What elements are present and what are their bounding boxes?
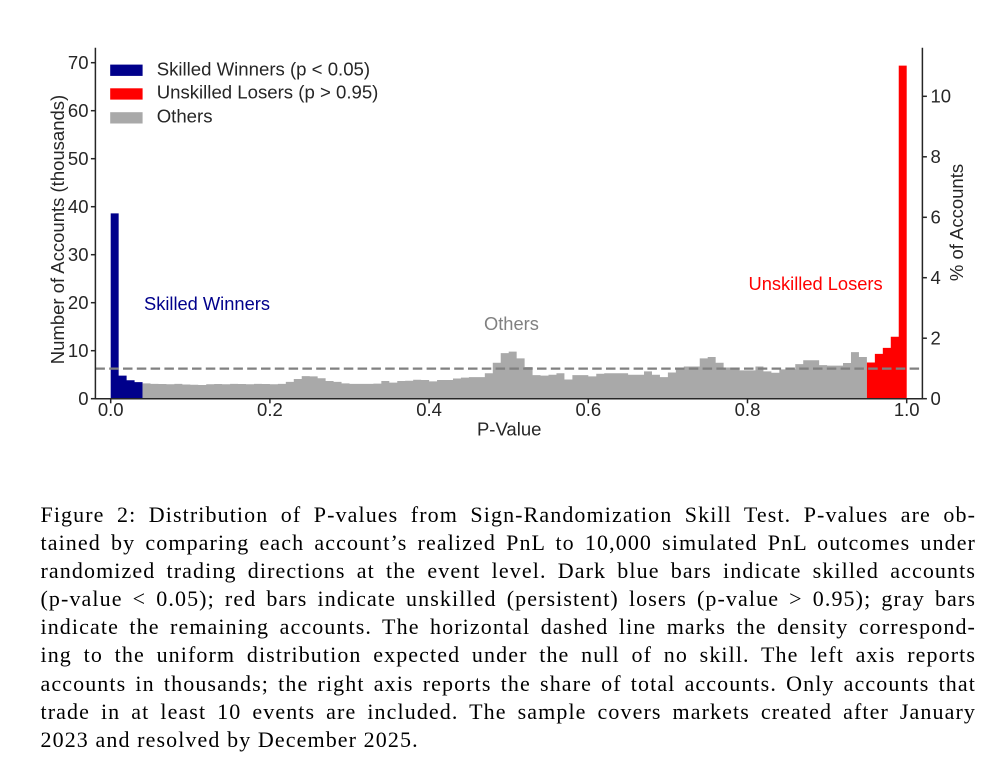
svg-text:0.2: 0.2	[257, 399, 283, 420]
svg-text:10: 10	[68, 340, 89, 361]
svg-text:2: 2	[931, 327, 941, 348]
svg-text:60: 60	[68, 100, 89, 121]
svg-text:0: 0	[931, 388, 941, 409]
svg-text:Others: Others	[157, 106, 213, 127]
svg-text:40: 40	[68, 196, 89, 217]
svg-text:0: 0	[78, 388, 88, 409]
svg-text:% of Accounts: % of Accounts	[946, 164, 967, 281]
svg-text:0.4: 0.4	[416, 399, 442, 420]
svg-text:P-Value: P-Value	[477, 418, 541, 439]
svg-text:0.8: 0.8	[735, 399, 761, 420]
svg-text:10: 10	[931, 86, 952, 107]
svg-text:0.0: 0.0	[98, 399, 124, 420]
svg-text:8: 8	[931, 146, 941, 167]
svg-text:Skilled Winners (p < 0.05): Skilled Winners (p < 0.05)	[157, 58, 370, 79]
svg-text:Others: Others	[484, 313, 539, 334]
svg-text:6: 6	[931, 207, 941, 228]
svg-text:70: 70	[68, 52, 89, 73]
svg-text:1.0: 1.0	[894, 399, 920, 420]
svg-text:30: 30	[68, 244, 89, 265]
svg-text:20: 20	[68, 292, 89, 313]
svg-text:Number of Accounts (thousands): Number of Accounts (thousands)	[47, 95, 68, 364]
svg-text:50: 50	[68, 148, 89, 169]
svg-text:Unskilled Losers (p > 0.95): Unskilled Losers (p > 0.95)	[157, 82, 379, 103]
svg-text:0.6: 0.6	[575, 399, 601, 420]
svg-text:Unskilled Losers: Unskilled Losers	[749, 273, 883, 294]
svg-text:4: 4	[931, 267, 941, 288]
svg-text:Skilled Winners: Skilled Winners	[144, 293, 270, 314]
